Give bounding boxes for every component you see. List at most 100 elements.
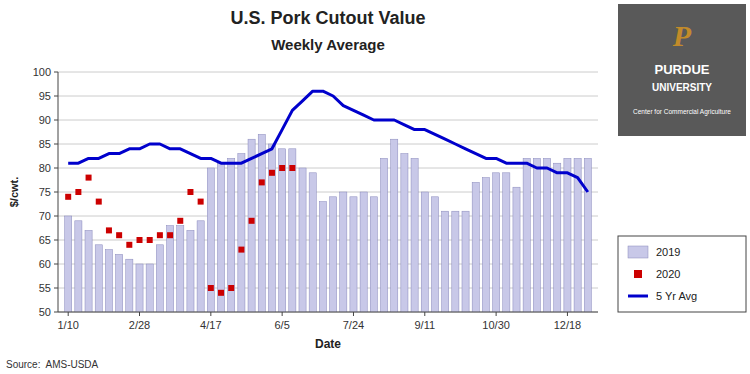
bar: [248, 139, 255, 312]
title: U.S. Pork Cutout Value: [230, 8, 425, 28]
x-tick: [424, 312, 425, 316]
bar: [116, 254, 123, 312]
point: [126, 242, 132, 248]
point: [177, 218, 183, 224]
bar: [289, 149, 296, 312]
point: [249, 218, 255, 224]
bar: [533, 158, 540, 312]
y-tick: [54, 264, 58, 265]
bar: [268, 144, 275, 312]
bar: [493, 173, 500, 312]
y-tick-label: 80: [39, 162, 51, 174]
y-tick: [54, 144, 58, 145]
bar: [554, 163, 561, 312]
x-tick-label: 10/30: [482, 319, 510, 331]
plot-area: [65, 91, 592, 312]
point: [238, 247, 244, 253]
line: [68, 91, 588, 192]
bar: [238, 154, 245, 312]
point: [279, 165, 285, 171]
x-axis-label: Date: [315, 337, 341, 351]
x-tick-label: 2/28: [129, 319, 150, 331]
point: [106, 227, 112, 233]
bar: [258, 134, 265, 312]
legend-frame: [618, 236, 746, 312]
logo-text: Center for Commercial Agriculture: [633, 108, 731, 116]
bar: [330, 197, 337, 312]
y-tick: [54, 120, 58, 121]
x-tick-label: 7/24: [343, 319, 364, 331]
bar: [85, 230, 92, 312]
logo-letter: P: [672, 19, 692, 52]
y-tick-label: 95: [39, 90, 51, 102]
y-tick: [54, 168, 58, 169]
point: [75, 189, 81, 195]
bar: [472, 182, 479, 312]
bar: [350, 197, 357, 312]
bar: [319, 202, 326, 312]
bar: [177, 226, 184, 312]
y-tick: [54, 192, 58, 193]
bar: [543, 158, 550, 312]
y-tick-label: 85: [39, 138, 51, 150]
logo-text: PURDUE: [655, 62, 710, 77]
x-tick: [210, 312, 211, 316]
bar: [75, 221, 82, 312]
bar: [421, 192, 428, 312]
x-tick: [68, 312, 69, 316]
bar: [380, 158, 387, 312]
bar: [95, 245, 102, 312]
x-axis-line: [58, 312, 598, 313]
subtitle: Weekly Average: [271, 36, 385, 53]
bar: [584, 158, 591, 312]
point: [86, 175, 92, 181]
y-tick: [54, 288, 58, 289]
source: Source: AMS-USDA: [6, 359, 99, 370]
bar: [370, 197, 377, 312]
bar: [187, 230, 194, 312]
point: [116, 232, 122, 238]
bar: [513, 187, 520, 312]
y-tick-label: 100: [33, 66, 51, 78]
grid-line: [58, 168, 598, 169]
point: [65, 194, 71, 200]
grid-line: [58, 312, 598, 313]
logo-text: UNIVERSITY: [652, 82, 712, 93]
bar: [401, 154, 408, 312]
bar: [452, 211, 459, 312]
bar: [167, 226, 174, 312]
y-tick-label: 50: [39, 306, 51, 318]
bar: [156, 245, 163, 312]
legend-swatch: [634, 270, 642, 278]
y-tick-label: 65: [39, 234, 51, 246]
x-tick: [567, 312, 568, 316]
point: [157, 232, 163, 238]
point: [269, 170, 275, 176]
bar: [309, 173, 316, 312]
x-tick: [139, 312, 140, 316]
bar: [503, 173, 510, 312]
bar: [197, 221, 204, 312]
bar: [564, 158, 571, 312]
y-axis-label: $/cwt.: [8, 177, 20, 208]
bar: [65, 216, 72, 312]
bar: [442, 211, 449, 312]
point: [289, 165, 295, 171]
bar: [299, 168, 306, 312]
bar: [462, 211, 469, 312]
legend-swatch: [628, 246, 648, 258]
point: [187, 189, 193, 195]
grid-line: [58, 96, 598, 97]
bar: [431, 197, 438, 312]
x-tick: [353, 312, 354, 316]
y-tick: [54, 72, 58, 73]
y-tick-label: 70: [39, 210, 51, 222]
grid-line: [58, 144, 598, 145]
bar: [217, 163, 224, 312]
point: [137, 237, 143, 243]
x-tick-label: 4/17: [200, 319, 221, 331]
x-tick-label: 6/5: [275, 319, 290, 331]
y-tick: [54, 216, 58, 217]
bar: [360, 192, 367, 312]
bar: [391, 139, 398, 312]
